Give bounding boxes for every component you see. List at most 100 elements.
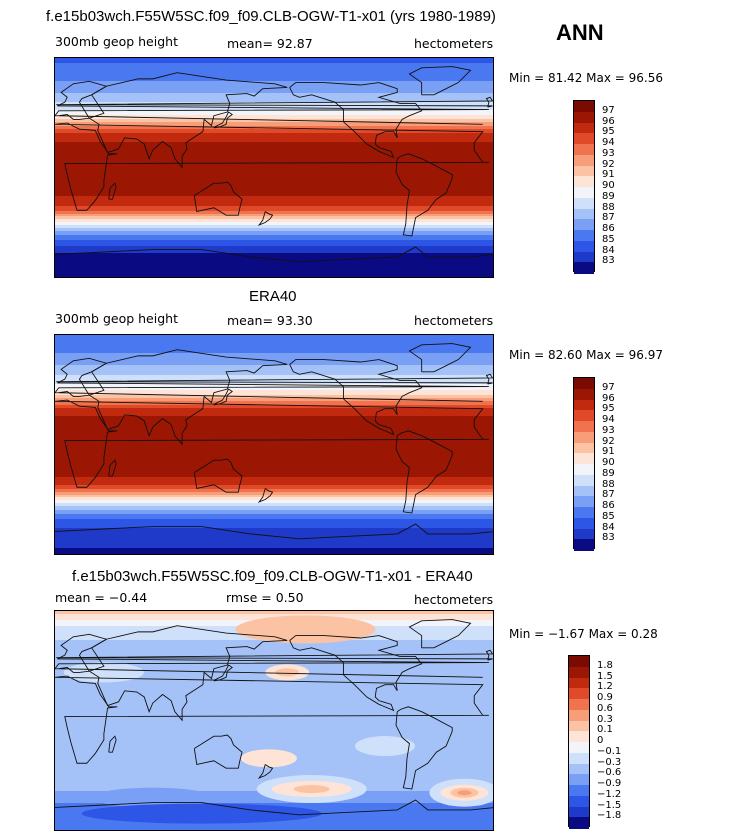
contour-band	[55, 534, 493, 536]
contour-band	[55, 650, 493, 652]
contour-band	[55, 119, 493, 121]
contour-band	[55, 86, 493, 88]
contour-band	[55, 374, 493, 376]
contour-band	[55, 526, 493, 528]
contour-band	[55, 399, 493, 401]
colorbar-label: 92	[602, 435, 615, 447]
contour-band	[55, 465, 493, 467]
contour-band	[55, 733, 493, 735]
contour-band	[55, 404, 493, 406]
contour-band	[55, 348, 493, 350]
contour-band	[55, 151, 493, 153]
contour-band	[55, 160, 493, 162]
contour-band	[55, 127, 493, 129]
contour-band	[55, 524, 493, 526]
contour-band	[55, 185, 493, 187]
contour-band	[55, 240, 493, 242]
contour-band	[55, 768, 493, 770]
contour-band	[55, 109, 493, 111]
contour-band	[55, 483, 493, 485]
contour-band	[55, 155, 493, 157]
contour-band	[55, 478, 493, 480]
contour-band	[55, 270, 493, 272]
contour-band	[55, 822, 493, 824]
contour-band	[55, 367, 493, 369]
contour-band	[55, 493, 493, 495]
contour-band	[55, 476, 493, 478]
panel1-left-label: 300mb geop height	[55, 34, 178, 49]
contour-band	[55, 744, 493, 746]
contour-band	[55, 611, 493, 613]
contour-band	[55, 187, 493, 189]
contour-band	[55, 448, 493, 450]
contour-band	[55, 113, 493, 115]
anomaly-patch	[275, 668, 300, 677]
contour-band	[55, 713, 493, 715]
contour-band	[55, 550, 493, 552]
contour-band	[55, 805, 493, 807]
contour-band	[55, 172, 493, 174]
contour-band	[55, 276, 493, 277]
contour-band	[55, 829, 493, 830]
colorbar-swatch	[569, 666, 589, 678]
contour-band	[55, 393, 493, 395]
contour-band	[55, 194, 493, 196]
coastline	[55, 122, 489, 211]
colorbar-label: 0.1	[597, 724, 613, 736]
anomaly-patch	[240, 749, 297, 768]
contour-band	[55, 424, 493, 426]
contour-band	[55, 70, 493, 72]
contour-band	[55, 696, 493, 698]
contour-band	[55, 494, 493, 496]
contour-band	[55, 427, 493, 429]
contour-band	[55, 337, 493, 339]
contour-band	[55, 523, 493, 525]
contour-band	[55, 121, 493, 123]
contour-band	[55, 684, 493, 686]
coastline	[395, 706, 453, 790]
contour-band	[55, 199, 493, 201]
panel3-units-label: hectometers	[414, 592, 494, 607]
contour-band	[55, 742, 493, 744]
panel3-minmax: Min = −1.67 Max = 0.28	[509, 627, 658, 641]
panel3-mean-label: mean = −0.44	[55, 590, 148, 605]
contour-band	[55, 616, 493, 618]
contour-band	[55, 504, 493, 506]
contour-band	[55, 179, 493, 181]
contour-band	[55, 471, 493, 473]
contour-band	[55, 277, 494, 278]
contour-band	[55, 685, 493, 687]
coastline	[193, 734, 243, 769]
contour-band	[55, 65, 493, 67]
contour-band	[55, 139, 493, 141]
contour-band	[55, 398, 493, 400]
panel1-units-label: hectometers	[414, 36, 494, 51]
contour-band	[55, 265, 493, 267]
contour-band	[55, 403, 493, 405]
contour-band	[55, 82, 493, 84]
contour-band	[55, 132, 493, 134]
contour-band	[55, 450, 493, 452]
contour-band	[55, 392, 493, 394]
contour-band	[55, 135, 493, 137]
colorbar-label: 91	[602, 169, 615, 181]
contour-band	[55, 769, 493, 771]
contour-band	[55, 98, 493, 100]
colorbar-swatch	[574, 208, 594, 220]
coastline	[55, 399, 489, 488]
colorbar-swatch	[569, 817, 589, 829]
colorbar-label: 95	[602, 403, 615, 415]
contour-band	[55, 141, 493, 143]
contour-band	[55, 421, 493, 423]
anomaly-patch	[355, 736, 415, 757]
contour-band	[55, 823, 493, 825]
contour-band	[55, 380, 493, 382]
contour-band	[55, 395, 493, 397]
contour-band	[55, 235, 493, 237]
colorbar-label: 88	[602, 478, 615, 490]
contour-band	[55, 748, 493, 750]
contour-band	[55, 643, 493, 645]
contour-band	[55, 740, 493, 742]
contour-band	[55, 540, 493, 542]
contour-band	[55, 406, 493, 408]
